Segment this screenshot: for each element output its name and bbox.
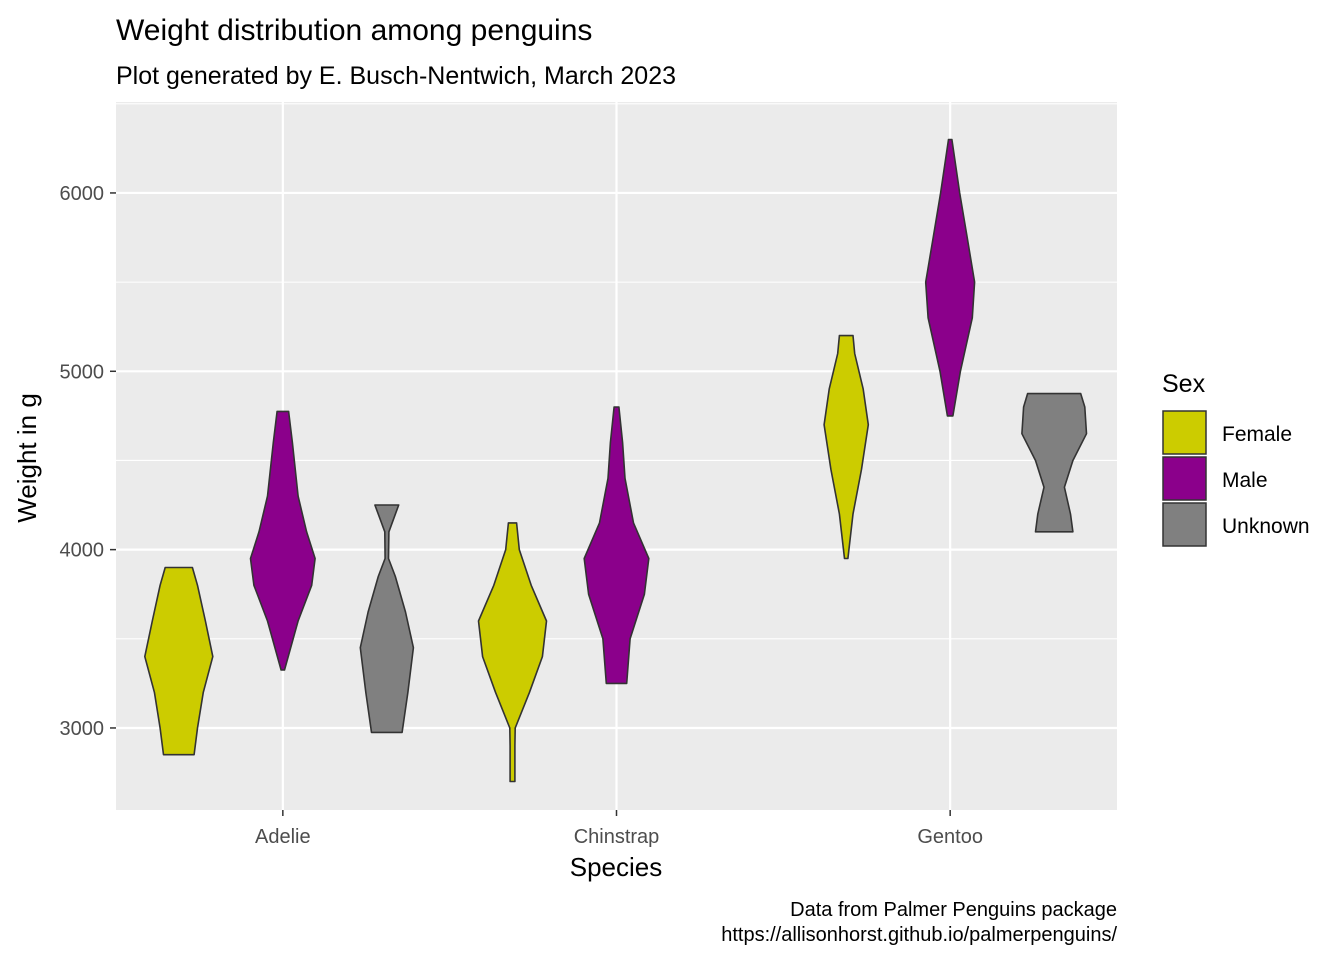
legend-swatch-female: [1162, 410, 1207, 455]
legend-items: Female Male Unknown: [1162, 410, 1310, 547]
violin-gentoo-female: [823, 334, 870, 560]
y-tick-label: 6000: [60, 183, 105, 205]
legend-label-male: Male: [1222, 469, 1268, 492]
chart-subtitle: Plot generated by E. Busch-Nentwich, Mar…: [116, 62, 676, 90]
legend-swatch-male: [1162, 456, 1207, 501]
x-tick-label: Gentoo: [917, 826, 983, 848]
y-axis-title: Weight in g: [12, 393, 42, 523]
violin-adelie-male: [249, 410, 316, 671]
caption-line-1: Data from Palmer Penguins package: [790, 899, 1117, 921]
y-tick-label: 5000: [60, 361, 105, 383]
legend-swatch-unknown: [1162, 502, 1207, 547]
x-axis: Adelie Chinstrap Gentoo: [255, 810, 983, 848]
x-tick-label: Adelie: [255, 826, 311, 848]
violin-adelie-female: [144, 566, 214, 756]
violin-gentoo-male: [924, 138, 976, 417]
y-axis: 3000 4000 5000 6000: [60, 183, 116, 740]
violins: [144, 138, 1088, 783]
y-tick-label: 4000: [60, 540, 105, 562]
legend-label-female: Female: [1222, 423, 1292, 446]
legend: Sex Female Male Unknown: [1162, 370, 1310, 547]
y-tick-label: 3000: [60, 718, 105, 740]
legend-title: Sex: [1162, 370, 1206, 398]
x-axis-title: Species: [570, 852, 663, 882]
violin-gentoo-unknown: [1021, 392, 1088, 533]
legend-label-unknown: Unknown: [1222, 515, 1310, 538]
violin-chinstrap-female: [477, 522, 548, 783]
violin-adelie-unknown: [359, 504, 415, 734]
chart-title: Weight distribution among penguins: [116, 14, 592, 47]
x-tick-label: Chinstrap: [574, 826, 660, 848]
caption-line-2: https://allisonhorst.github.io/palmerpen…: [721, 924, 1117, 946]
violin-chinstrap-male: [583, 406, 650, 685]
